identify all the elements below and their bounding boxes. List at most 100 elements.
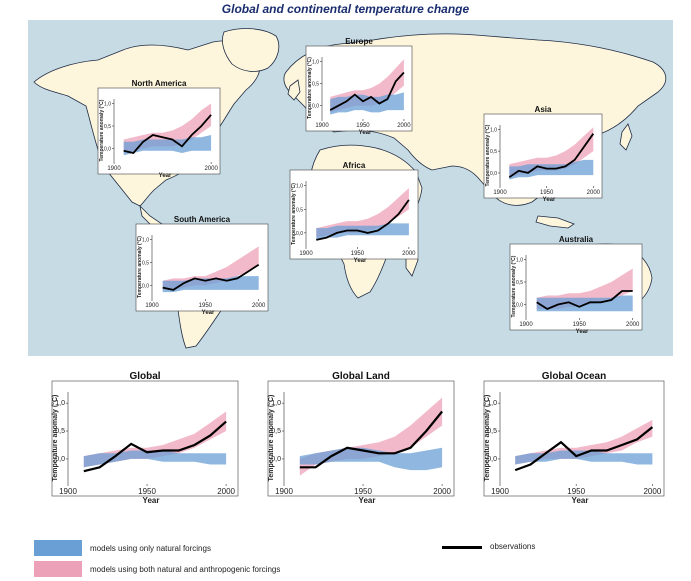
- north-america-ytick-label-1: 0,5: [104, 124, 111, 130]
- africa-xtick-label-0: 1900: [299, 251, 313, 257]
- asia-chart: 1,0 0,5 0,0 1900 1950 2000 Year Temperature ano…: [483, 105, 603, 203]
- australia-ytick-label-2: 0,0: [516, 303, 523, 309]
- south-america-xtick-label-1: 1950: [199, 303, 213, 309]
- north-america-y-label: Temperature anomaly (°C): [99, 99, 105, 161]
- europe-y-label: Temperature anomaly (°C): [307, 57, 313, 119]
- south-america-xtick-label-0: 1900: [145, 303, 159, 309]
- asia-xtick-label-1: 1950: [540, 190, 554, 196]
- south-america-ytick-label-0: 1,0: [142, 238, 149, 244]
- australia-x-label: Year: [576, 329, 589, 335]
- africa-anthropogenic-band: [316, 188, 409, 238]
- global-land-xtick-label-0: 1900: [275, 487, 293, 496]
- south-america-natural-band: [162, 276, 259, 293]
- south-america-xtick-label-2: 2000: [252, 303, 266, 309]
- global-chart: 1,0 0,5 0,0 1900 1950 2000 Year Temperature ano…: [51, 371, 239, 505]
- south-america-chart: 1,0 0,5 0,0 1900 1950 2000 Year Temperature ano…: [135, 215, 269, 316]
- global-land-x-label: Year: [359, 496, 376, 505]
- asia-xtick-label-0: 1900: [493, 190, 507, 196]
- africa-ytick-label-1: 0,5: [296, 207, 303, 213]
- legend-anthropogenic-label: models using both natural and anthropoge…: [90, 565, 281, 574]
- global-xtick-label-0: 1900: [59, 487, 77, 496]
- australia-natural-band: [536, 295, 633, 312]
- europe-ytick-label-0: 1,0: [312, 59, 319, 65]
- global-ocean-ytick-label-1: 0,5: [487, 428, 497, 435]
- global-ocean-xtick-label-2: 2000: [643, 487, 661, 496]
- asia-ytick-label-2: 0,0: [490, 171, 497, 177]
- europe-chart: 1,0 0,5 0,0 1900 1950 2000 Year Temperature ano…: [305, 37, 413, 136]
- australia-xtick-label-0: 1900: [519, 322, 533, 328]
- australia-y-label: Temperature anomaly (°C): [511, 255, 517, 317]
- global-charts-panel: 1,0 0,5 0,0 1900 1950 2000 Year Temperature ano…: [51, 371, 665, 505]
- global-land-ytick-label-2: 0,0: [271, 456, 281, 463]
- australia-xtick-label-1: 1950: [573, 322, 587, 328]
- europe-xtick-label-2: 2000: [397, 123, 411, 129]
- africa-xtick-label-1: 1950: [351, 251, 365, 257]
- australia-observations-line: [536, 290, 633, 311]
- asia-title: Asia: [535, 105, 552, 114]
- europe-xtick-label-1: 1950: [356, 123, 370, 129]
- africa-observations-line: [316, 199, 410, 241]
- asia-natural-band: [509, 159, 594, 180]
- africa-xtick-label-2: 2000: [402, 251, 416, 257]
- global-xtick-label-1: 1950: [138, 487, 156, 496]
- north-america-xtick-label-0: 1900: [107, 166, 121, 172]
- europe-xtick-label-0: 1900: [315, 123, 329, 129]
- australia-ytick-label-0: 1,0: [516, 258, 523, 264]
- asia-observations-line: [508, 133, 595, 179]
- global-ocean-x-label: Year: [572, 496, 589, 505]
- global-land-y-label: Temperature anomaly (°C): [267, 395, 275, 482]
- asia-ytick-label-0: 1,0: [490, 127, 497, 133]
- legend-observations-line: [442, 546, 482, 549]
- europe-x-label: Year: [359, 130, 372, 136]
- legend: models using only natural forcings model…: [28, 534, 673, 578]
- global-ocean-chart: 1,0 0,5 0,0 1900 1950 2000 Year Temperature ano…: [483, 371, 665, 505]
- australia-ytick-label-1: 0,5: [516, 280, 523, 286]
- global-xtick-label-2: 2000: [217, 487, 235, 496]
- australia-xtick-label-2: 2000: [626, 322, 640, 328]
- australia-title: Australia: [559, 235, 594, 244]
- global-ocean-y-label: Temperature anomaly (°C): [483, 395, 491, 482]
- north-america-chart: 1,0 0,5 0,0 1900 2000 Year Temperature anomaly…: [97, 79, 221, 179]
- europe-ytick-label-1: 0,5: [312, 82, 319, 88]
- global-observations-line: [83, 420, 227, 473]
- global-land-xtick-label-2: 2000: [433, 487, 451, 496]
- global-ocean-xtick-label-0: 1900: [491, 487, 509, 496]
- south-america-ytick-label-2: 0,0: [142, 283, 149, 289]
- asia-y-label: Temperature anomaly (°C): [485, 124, 491, 186]
- asia-x-label: Year: [543, 197, 556, 203]
- europe-natural-band: [330, 92, 404, 115]
- global-land-ytick-label-1: 0,5: [271, 428, 281, 435]
- north-america-observations-line: [123, 114, 212, 154]
- south-america-observations-line: [162, 263, 260, 291]
- chart-title: Global and continental temperature chang…: [221, 2, 470, 16]
- uk-landmass: [287, 79, 301, 101]
- south-america-title: South America: [174, 215, 231, 224]
- global-y-label: Temperature anomaly (°C): [51, 395, 59, 482]
- asia-ytick-label-1: 0,5: [490, 149, 497, 155]
- south-america-anthropogenic-band: [162, 246, 259, 290]
- global-ocean-title: Global Ocean: [542, 371, 606, 382]
- global-land-observations-line: [299, 410, 443, 469]
- north-america-x-label: Year: [159, 173, 172, 179]
- global-ocean-xtick-label-1: 1950: [567, 487, 585, 496]
- global-ytick-label-1: 0,5: [55, 428, 65, 435]
- global-ocean-ytick-label-0: 1,0: [487, 400, 497, 407]
- africa-ytick-label-2: 0,0: [296, 231, 303, 237]
- global-ocean-observations-line: [514, 426, 654, 472]
- global-ocean-ytick-label-2: 0,0: [487, 456, 497, 463]
- australia-chart: 1,0 0,5 0,0 1900 1950 2000 Year Temperature ano…: [509, 235, 643, 335]
- global-ytick-label-0: 1,0: [55, 400, 65, 407]
- global-land-title: Global Land: [332, 371, 390, 382]
- global-title: Global: [129, 371, 160, 382]
- europe-observations-line: [329, 71, 405, 111]
- asia-xtick-label-2: 2000: [587, 190, 601, 196]
- north-america-ytick-label-2: 0,0: [104, 147, 111, 153]
- legend-natural-swatch: [34, 540, 82, 556]
- global-land-frame: [267, 380, 455, 497]
- indonesia-landmass: [535, 215, 575, 229]
- global-x-label: Year: [143, 496, 160, 505]
- legend-observations-label: observations: [490, 542, 536, 551]
- north-america-xtick-label-1: 2000: [204, 166, 218, 172]
- global-land-chart: 1,0 0,5 0,0 1900 1950 2000 Year Temperature ano…: [267, 371, 455, 505]
- south-america-x-label: Year: [202, 310, 215, 316]
